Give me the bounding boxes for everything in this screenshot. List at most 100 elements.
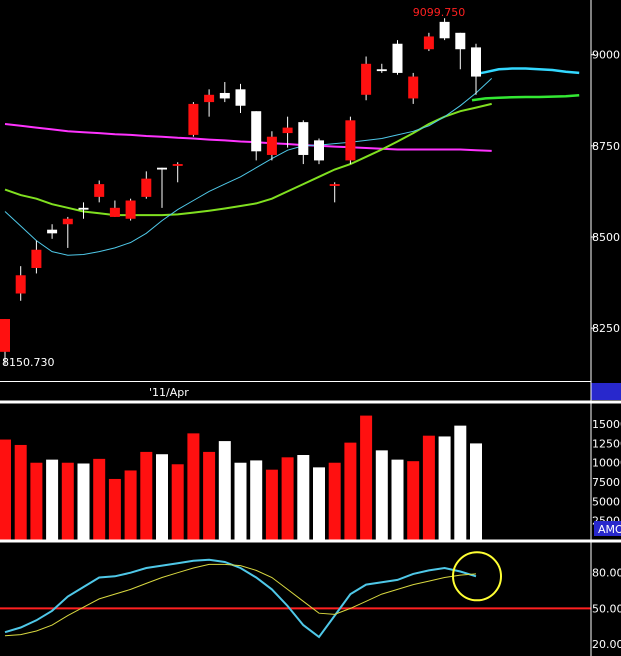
volume-axis-ticks: 250050007500100001250015000 (592, 418, 621, 528)
volume-bar (375, 450, 388, 540)
volume-bar (422, 435, 435, 540)
price-candle-body (78, 207, 89, 210)
volume-bar (218, 441, 231, 540)
volume-bar (77, 463, 90, 540)
volume-bar (250, 460, 263, 540)
price-candle-body (157, 167, 167, 170)
volume-bar (391, 459, 404, 540)
price-tick-label: 9000 (592, 49, 620, 62)
volume-tick-label: 5000 (592, 495, 620, 508)
price-candle-body (471, 47, 481, 77)
price-ma-line-4 (471, 67, 580, 76)
volume-bar (470, 443, 482, 540)
price-tick-label: 8250 (592, 322, 620, 335)
price-low-annotation: 8150.730 (2, 356, 55, 369)
price-ma-line-0 (4, 123, 492, 152)
price-moving-averages (4, 67, 580, 256)
price-tick-label: 8750 (592, 140, 620, 153)
price-candle-body (31, 249, 42, 268)
oscillator-tick-label: 20.00 (592, 638, 621, 651)
axis-scroll-block[interactable] (591, 383, 621, 400)
oscillator-lines (4, 558, 477, 639)
price-candle-body (172, 164, 183, 166)
volume-bars (0, 415, 482, 540)
oscillator-tick-label: 80.00 (592, 567, 621, 580)
price-tick-label: 8500 (592, 231, 620, 244)
volume-bar (328, 462, 341, 540)
price-candle-body (109, 207, 120, 217)
volume-bar (265, 469, 278, 540)
volume-bar (46, 459, 59, 540)
price-panel: 8250 8500 8750 9000 9099.750 8150.730 (0, 6, 620, 369)
oscillator-highlight-circle-shape (452, 551, 502, 602)
volume-bar (297, 455, 310, 540)
volume-bar (156, 454, 168, 540)
price-candle-body (423, 36, 434, 50)
price-candle-body (204, 94, 215, 103)
price-ma-line-3 (471, 93, 580, 102)
date-axis-strip: '11/Apr (0, 382, 621, 400)
volume-bar (344, 442, 357, 540)
price-candle-body (298, 122, 309, 155)
oscillator-tick-label: 50.00 (592, 602, 621, 615)
volume-bar (438, 436, 451, 540)
volume-bar (407, 461, 420, 540)
price-candle-body (125, 200, 136, 219)
price-candle-body (392, 43, 403, 73)
oscillator-panel: 20.00 50.00 80.00 (0, 551, 621, 651)
price-candle-body (266, 136, 277, 155)
price-candle-body (329, 184, 340, 186)
price-candle-body (94, 184, 105, 197)
volume-bar (61, 462, 74, 540)
date-axis-label: '11/Apr (149, 386, 189, 399)
price-candle-body (408, 76, 419, 99)
volume-bar (203, 451, 216, 540)
price-axis-ticks: 8250 8500 8750 9000 (591, 49, 620, 335)
price-candle-body (361, 63, 372, 95)
volume-bar (0, 439, 11, 540)
price-candle-body (62, 218, 73, 225)
date-axis-background (0, 382, 591, 400)
volume-bar (171, 464, 184, 540)
price-candle-body (141, 178, 152, 197)
price-ma-line-1 (4, 102, 492, 217)
price-candle-body (47, 229, 58, 234)
volume-bar (454, 425, 467, 540)
price-candles (0, 18, 481, 365)
volume-tick-label: 10000 (592, 457, 621, 470)
oscillator-highlight-circle (452, 551, 502, 602)
price-candle-body (219, 92, 230, 99)
volume-bar (14, 444, 27, 540)
price-candle-body (376, 69, 387, 72)
price-candle-body (314, 140, 324, 161)
volume-tick-label: 7500 (592, 476, 620, 489)
volume-bar (187, 433, 200, 540)
oscillator-line-1 (4, 563, 477, 637)
oscillator-line-0 (4, 558, 477, 639)
price-candle-body (455, 32, 466, 50)
volume-bar (281, 457, 294, 540)
volume-bar (234, 462, 247, 540)
oscillator-axis-ticks: 20.00 50.00 80.00 (592, 567, 621, 651)
volume-panel: 250050007500100001250015000 AMO (0, 415, 621, 540)
volume-bar (140, 451, 153, 540)
volume-bar (93, 458, 106, 540)
volume-tick-label: 12500 (592, 437, 621, 450)
volume-bar (108, 478, 121, 540)
volume-bar (30, 462, 43, 540)
volume-badge-background (594, 521, 621, 536)
volume-badge: AMO (598, 523, 621, 536)
price-candle-body (345, 120, 356, 161)
price-candle-body (15, 275, 26, 294)
volume-bar (124, 470, 137, 540)
price-candle-body (282, 127, 293, 134)
price-candle-body (251, 111, 262, 152)
price-candle-body (188, 103, 199, 135)
price-candle-body (235, 89, 246, 106)
price-candle-body (0, 319, 10, 352)
volume-bar (360, 415, 373, 540)
volume-tick-label: 15000 (592, 418, 621, 431)
price-ma-line-2 (4, 78, 493, 256)
